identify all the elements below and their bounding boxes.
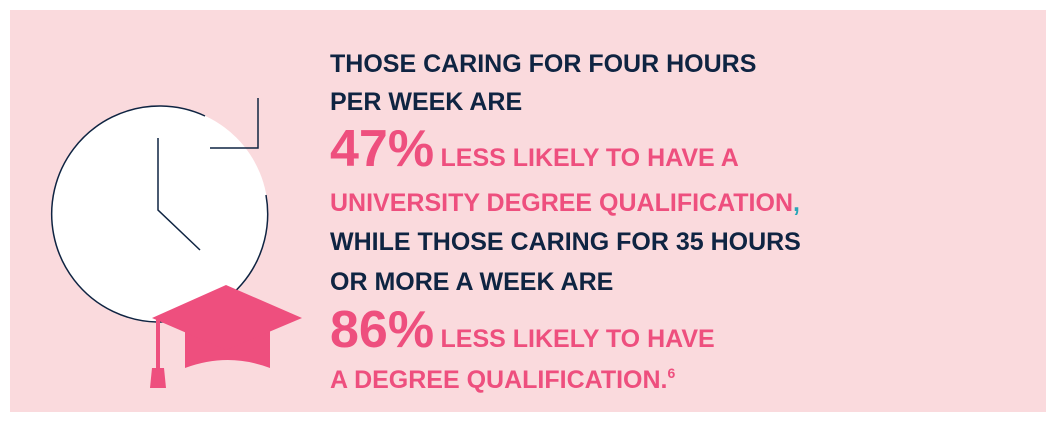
clock-arrow — [210, 98, 259, 149]
text-line: 47% LESS LIKELY TO HAVE A — [330, 120, 739, 178]
text-line: A DEGREE QUALIFICATION.6 — [330, 365, 676, 394]
text-span: LESS LIKELY TO HAVE — [441, 325, 715, 353]
text-span: LESS LIKELY TO HAVE A — [441, 144, 739, 172]
comma: , — [793, 189, 800, 217]
text-line: PER WEEK ARE — [330, 88, 522, 116]
stat: 47% — [330, 120, 434, 178]
text-line: THOSE CARING FOR FOUR HOURS — [330, 50, 756, 78]
text-line: WHILE THOSE CARING FOR 35 HOURS — [330, 228, 801, 256]
clock-arc — [50, 105, 269, 323]
text-line: UNIVERSITY DEGREE QUALIFICATION, — [330, 189, 800, 217]
text-span: A DEGREE QUALIFICATION. — [330, 366, 668, 394]
text-span: UNIVERSITY DEGREE QUALIFICATION — [330, 189, 793, 217]
graduation-cap-icon — [150, 285, 302, 388]
clock-icon — [50, 98, 269, 323]
footnote-mark: 6 — [668, 365, 676, 381]
tassel — [150, 368, 166, 388]
text-line: 86% LESS LIKELY TO HAVE — [330, 301, 715, 359]
stat: 86% — [330, 301, 434, 359]
clock-face — [52, 106, 268, 322]
cap-board — [152, 285, 302, 350]
clock-hands — [157, 138, 201, 251]
tassel-cord — [156, 318, 160, 368]
text-line: OR MORE A WEEK ARE — [330, 268, 613, 296]
